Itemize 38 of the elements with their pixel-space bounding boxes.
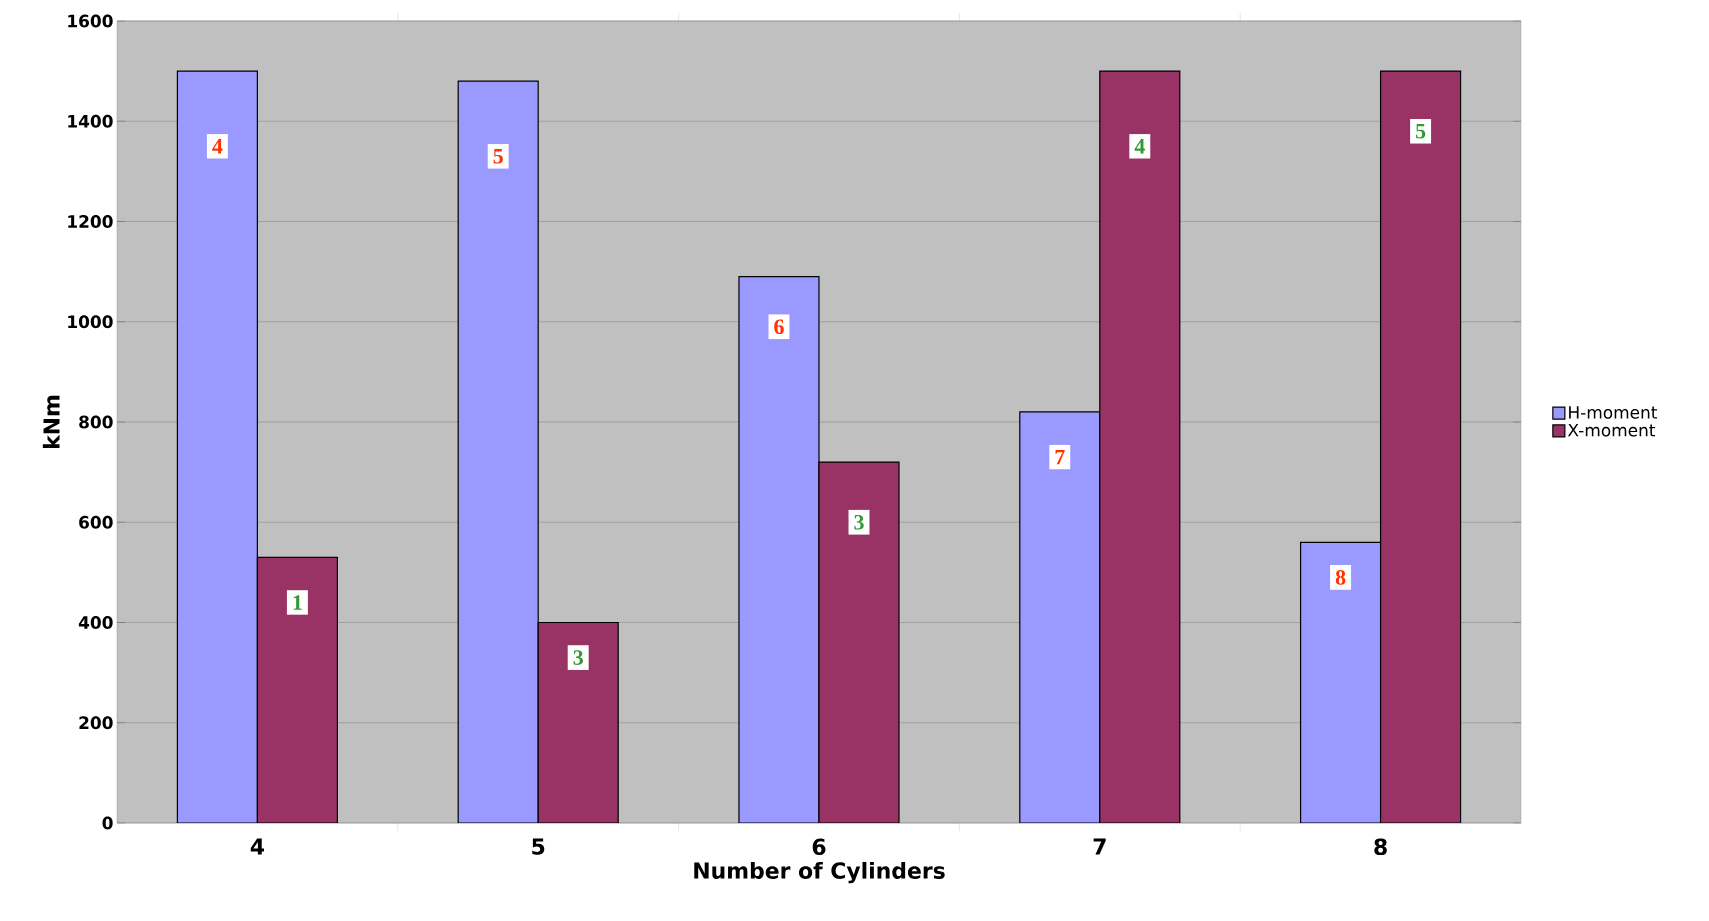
annotation: 5 (493, 149, 503, 164)
annotation: 7 (1055, 449, 1065, 465)
bar (256, 556, 338, 823)
bar (176, 70, 258, 823)
annotation: 4 (1134, 139, 1145, 154)
x-axis-title: Number of Cylinders (694, 861, 945, 884)
bar (457, 80, 539, 823)
y-tick-label: 600 (79, 515, 113, 529)
y-tick-label: 1000 (68, 315, 113, 329)
y-tick-label: 800 (79, 415, 113, 429)
bar (1099, 70, 1181, 823)
legend-label: H-moment (1569, 406, 1658, 419)
annotation: 1 (293, 595, 302, 610)
y-tick-label: 1400 (68, 114, 113, 128)
annotation: 5 (1415, 123, 1426, 139)
annotation: 8 (1335, 569, 1346, 585)
annotation: 3 (573, 650, 583, 665)
x-tick-label: 8 (1374, 838, 1387, 856)
x-tick-label: 4 (250, 838, 265, 855)
bar (537, 621, 619, 823)
bar (738, 276, 820, 823)
bar (1299, 541, 1382, 823)
bar (1019, 411, 1101, 823)
y-axis-title: kNm (42, 395, 60, 449)
y-tick-label: 1600 (68, 14, 113, 28)
annotation: 6 (774, 319, 784, 335)
y-tick-label: 1200 (68, 215, 113, 228)
y-tick-label: 0 (102, 816, 113, 830)
x-tick-label: 5 (532, 838, 545, 855)
bar (818, 461, 900, 823)
annotation: 3 (854, 514, 864, 530)
x-tick-label: 7 (1093, 838, 1106, 855)
y-tick-label: 200 (79, 716, 113, 730)
bar (1379, 70, 1462, 823)
y-tick-label: 400 (78, 616, 113, 629)
x-tick-label: 6 (812, 838, 826, 856)
annotation: 4 (212, 139, 223, 154)
legend-label: X-moment (1567, 423, 1656, 437)
